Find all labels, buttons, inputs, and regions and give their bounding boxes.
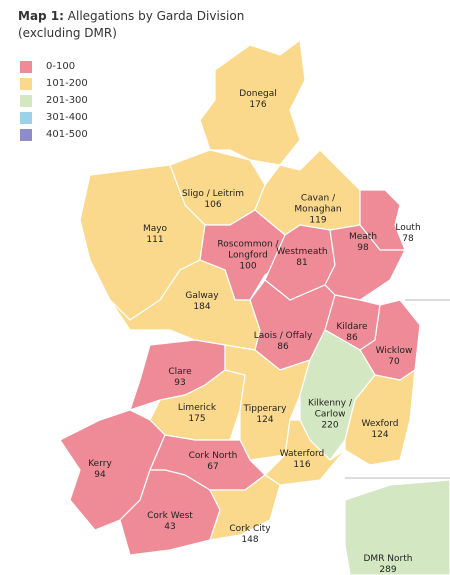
region-value: 220 [321,420,339,431]
region-label: Wexford 124 [355,419,405,441]
region-name: Cork West [147,511,193,521]
region-value: 100 [239,261,257,272]
region-value: 124 [256,415,274,425]
legend-swatch [20,60,32,73]
region-name: Galway [185,291,219,301]
region-name: Kildare [336,322,368,332]
region-label: Cork North 67 [183,451,243,473]
region-label: Roscommon / Longford 100 [213,240,283,273]
region-name: Donegal [239,89,277,99]
region-value: 86 [346,333,358,343]
region-name: Wicklow [375,346,413,356]
legend-item: 301-400 [20,109,88,126]
region-value: 176 [249,100,267,110]
region-label: Kildare 86 [327,322,377,344]
region-value: 81 [296,258,308,268]
region-name: DMR North [363,554,413,564]
legend-swatch [20,94,32,107]
region-value: 124 [371,430,389,440]
region-value: 86 [277,342,289,352]
region-name: Wexford [361,419,399,429]
region-name: Tipperary [243,404,287,414]
region-label: Sligo / Leitrim 106 [168,189,258,211]
region-label: Kerry 94 [80,459,120,481]
legend-swatch [20,77,32,90]
region-label: Kilkenny / Carlow 220 [300,399,360,432]
region [324,224,406,301]
region-name: Mayo [142,224,168,234]
region-value: 94 [94,470,106,480]
region [344,368,416,466]
region [344,479,450,575]
region-name: Meath [348,232,378,242]
region-label: Clare 93 [160,367,200,389]
legend-label: 301-400 [46,112,88,123]
region-value: 93 [174,378,186,388]
region-label: Wicklow 70 [369,346,419,368]
region-label: Tipperary 124 [235,404,295,426]
region-name: Clare [168,367,192,377]
region-label: Westmeath 81 [272,247,332,269]
region-name: Louth [395,223,421,233]
region-value: 289 [379,565,397,575]
region-value: 148 [241,535,259,545]
region-name: Waterford [279,449,325,459]
region-value: 119 [309,215,327,226]
region-label: Cavan / Monaghan 119 [288,194,348,227]
region-label: Meath 98 [343,232,383,254]
region-label: Cork City 148 [220,524,280,546]
region-label: Limerick 175 [167,403,227,425]
region-name: Cork City [229,524,271,534]
region-label: Galway 184 [177,291,227,313]
region-value: 106 [204,200,222,210]
title: Allegations by Garda Division [67,9,245,23]
legend-item: 201-300 [20,92,88,109]
title-block: Map 1: Allegations by Garda Division (ex… [18,8,244,42]
region-value: 98 [357,243,369,253]
region [209,474,281,541]
legend-item: 401-500 [20,126,88,143]
region-name: Kilkenny / Carlow [308,398,352,420]
region-label: Mayo 111 [130,224,180,246]
region-label: Donegal 176 [228,89,288,111]
region-label: DMR North 289 [358,554,418,575]
legend-item: 0-100 [20,58,88,75]
region-name: Roscommon / Longford [217,239,279,261]
legend-label: 401-500 [46,129,88,140]
region-name: Limerick [177,403,217,413]
legend-label: 0-100 [46,61,76,72]
legend-label: 201-300 [46,95,88,106]
region-name: Laois / Offaly [253,331,313,341]
legend-item: 101-200 [20,75,88,92]
region-value: 184 [193,302,211,312]
region-name: Kerry [88,459,112,469]
region-value: 67 [207,462,219,472]
region-value: 78 [402,234,414,244]
region-value: 111 [146,235,164,245]
subtitle: (excluding DMR) [18,26,117,40]
legend-swatch [20,111,32,124]
region-value: 175 [188,414,206,424]
region-value: 116 [293,460,311,470]
region-value: 43 [164,522,176,532]
region-name: Cavan / Monaghan [294,193,342,215]
legend-label: 101-200 [46,78,88,89]
region-label: Laois / Offaly 86 [238,331,328,353]
region [199,38,306,166]
region-label: Cork West 43 [140,511,200,533]
region-value: 70 [388,357,400,367]
title-prefix: Map 1: [18,9,64,23]
region-name: Westmeath [276,247,328,257]
region-label: Waterford 116 [272,449,332,471]
legend: 0-100 101-200 201-300 301-400 401-500 [20,58,88,143]
region-label: Louth 78 [388,223,428,245]
region-name: Cork North [188,451,238,461]
region-name: Sligo / Leitrim [181,189,245,199]
legend-swatch [20,128,32,141]
